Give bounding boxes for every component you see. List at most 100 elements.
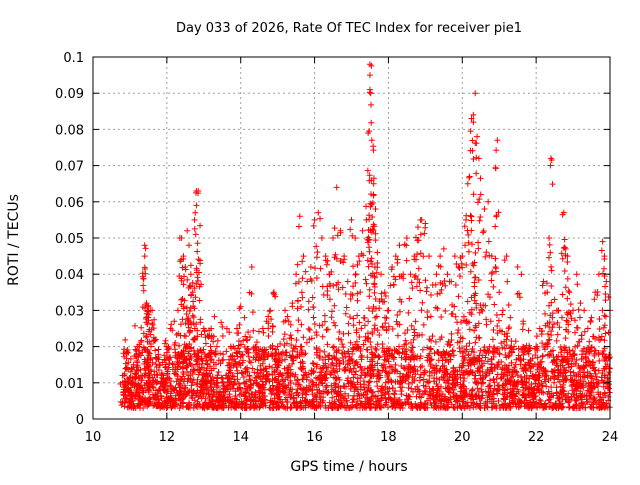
data-point [602, 313, 609, 320]
x-tick-label: 16 [306, 430, 323, 445]
data-point [125, 384, 132, 391]
data-point [135, 383, 142, 390]
data-point [592, 370, 599, 377]
data-point [220, 351, 227, 358]
data-point [575, 404, 582, 411]
data-point [166, 375, 173, 382]
data-point [435, 357, 442, 364]
data-point [444, 271, 451, 278]
data-point [149, 320, 156, 327]
data-point [312, 375, 319, 382]
data-point [164, 346, 171, 353]
data-point [133, 351, 140, 358]
data-point [180, 400, 187, 407]
data-point [408, 401, 415, 408]
data-point [394, 311, 401, 318]
data-point [548, 384, 555, 391]
data-point [324, 389, 331, 396]
data-point [381, 314, 388, 321]
data-point [293, 392, 300, 399]
data-point [518, 357, 525, 364]
data-point [437, 253, 444, 260]
data-point [566, 404, 573, 411]
data-point [489, 368, 496, 375]
data-point [165, 386, 172, 393]
data-point [494, 323, 501, 330]
data-point [458, 383, 465, 390]
x-tick-label: 18 [380, 430, 397, 445]
data-point [559, 291, 566, 298]
data-point [128, 379, 135, 386]
data-point [256, 393, 263, 400]
data-point [266, 363, 273, 370]
data-point [272, 352, 279, 359]
data-point [298, 321, 305, 328]
data-point [407, 271, 414, 278]
data-point [361, 314, 368, 321]
data-point [364, 354, 371, 361]
data-point [192, 231, 199, 238]
data-point [374, 327, 381, 334]
data-point [402, 330, 409, 337]
data-point [361, 322, 368, 329]
data-point [366, 248, 373, 255]
data-point [245, 353, 252, 360]
data-point [605, 329, 612, 336]
data-point [485, 198, 492, 205]
y-tick-labels: 0 0.01 0.02 0.03 0.04 0.05 0.06 0.07 0.08 0.09 0.1 [55, 51, 84, 428]
data-point [468, 213, 475, 220]
data-point [236, 391, 243, 398]
x-tick-label: 22 [528, 430, 545, 445]
data-point [220, 356, 227, 363]
data-point [298, 365, 305, 372]
data-point [539, 352, 546, 359]
data-point [152, 336, 159, 343]
data-point [134, 364, 141, 371]
data-point [581, 328, 588, 335]
data-point [314, 249, 321, 256]
data-point [248, 263, 255, 270]
data-point [583, 359, 590, 366]
data-point [173, 331, 180, 338]
data-point [333, 363, 340, 370]
data-point [187, 271, 194, 278]
data-point [136, 401, 143, 408]
data-point [195, 277, 202, 284]
data-point [403, 242, 410, 249]
data-point [193, 202, 200, 209]
data-point [445, 352, 452, 359]
data-point [448, 330, 455, 337]
data-point [391, 395, 398, 402]
data-point [138, 377, 145, 384]
data-point [415, 237, 422, 244]
data-point [470, 191, 477, 198]
data-point [576, 314, 583, 321]
data-point [549, 324, 556, 331]
data-point [510, 380, 517, 387]
data-point [147, 398, 154, 405]
data-point [584, 325, 591, 332]
data-point [478, 386, 485, 393]
data-point [323, 261, 330, 268]
data-point [269, 398, 276, 405]
data-point [493, 312, 500, 319]
data-point [191, 225, 198, 232]
data-point [319, 399, 326, 406]
x-tick-label: 20 [454, 430, 471, 445]
data-point [547, 162, 554, 169]
data-point [490, 327, 497, 334]
data-point [123, 365, 130, 372]
data-point [411, 326, 418, 333]
data-point [491, 379, 498, 386]
data-point [507, 314, 514, 321]
data-point [588, 314, 595, 321]
data-point [319, 356, 326, 363]
data-point [438, 286, 445, 293]
data-point [392, 276, 399, 283]
data-point [405, 396, 412, 403]
data-point [188, 382, 195, 389]
data-point [238, 404, 245, 411]
data-point [577, 364, 584, 371]
data-point [464, 403, 471, 410]
data-point [590, 404, 597, 411]
